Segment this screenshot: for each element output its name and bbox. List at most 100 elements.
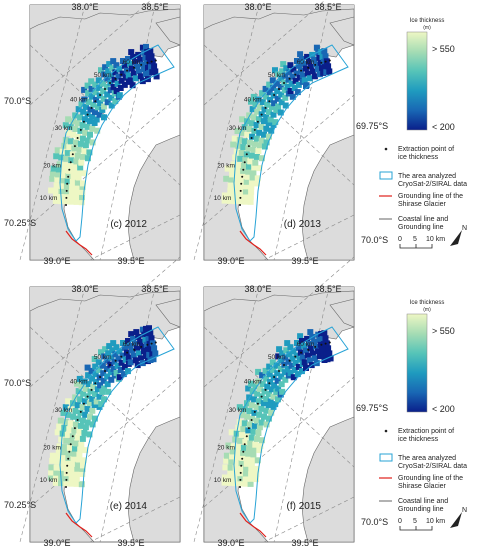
ice-cell [90, 383, 97, 390]
ice-cell [311, 56, 318, 63]
ice-cell [85, 381, 92, 388]
ice-cell [86, 400, 93, 407]
ice-cell [240, 426, 247, 433]
lon-label-bottom-left: 39.0°E [217, 256, 244, 266]
ice-cell [246, 112, 253, 119]
ice-cell [80, 462, 86, 469]
ice-cell [277, 83, 284, 90]
ice-cell [50, 165, 57, 172]
legend-grounding-line1: Grounding line of the [398, 193, 463, 200]
ice-cell [249, 388, 256, 395]
ice-cell [152, 68, 159, 75]
ice-cell [59, 177, 66, 184]
ice-cell [258, 405, 265, 412]
ice-cell [269, 77, 276, 84]
panel-label: (d) 2013 [284, 219, 322, 230]
ice-cell [77, 140, 84, 147]
ice-cell [95, 359, 102, 366]
scale-label-10: 10 km [426, 236, 445, 243]
ice-cell [322, 335, 329, 342]
ice-cell [55, 453, 62, 460]
ice-cell [242, 157, 249, 164]
ice-cell [96, 366, 103, 373]
ice-cell [89, 421, 96, 428]
ice-cell [82, 424, 89, 431]
distance-label: 10 km [214, 195, 232, 202]
ice-cell [101, 114, 107, 121]
ice-cell [72, 408, 79, 414]
land-northeast [155, 298, 181, 328]
ice-cell [66, 449, 73, 456]
ice-cell [306, 340, 313, 347]
ice-cell [316, 353, 323, 360]
extraction-point [314, 345, 317, 348]
ice-cell [95, 77, 102, 84]
ice-cell [73, 440, 80, 447]
ice-cell [236, 404, 243, 411]
ice-cell [115, 73, 122, 80]
ice-cell [259, 90, 266, 97]
ice-cell [132, 58, 139, 65]
ice-cell [82, 447, 89, 454]
ice-cell [265, 133, 272, 140]
ice-cell [101, 103, 108, 110]
ice-cell [64, 178, 71, 185]
ice-cell [149, 58, 156, 65]
ice-cell [278, 91, 285, 98]
ice-cell [68, 480, 75, 487]
distance-label: 50 km [268, 354, 286, 361]
ice-cell [247, 158, 254, 165]
ice-cell [303, 365, 309, 371]
ice-cell [61, 167, 67, 174]
ice-cell [318, 331, 325, 337]
ice-cell [316, 54, 323, 61]
ice-cell [80, 108, 87, 115]
ice-cell [110, 340, 117, 347]
ice-cell [256, 142, 263, 149]
graticule-line [203, 326, 355, 468]
ice-cell [250, 93, 257, 100]
ice-cell [76, 146, 83, 153]
ice-cell [71, 145, 78, 152]
ice-cell [308, 345, 314, 352]
ice-cell [110, 365, 117, 372]
ice-cell [295, 81, 302, 88]
ice-cell [105, 388, 112, 395]
extraction-point [253, 410, 256, 413]
legend-grounding: Grounding line of the Shirase Glacier [398, 193, 465, 208]
ice-cell [284, 365, 291, 372]
extraction-point [241, 457, 244, 460]
ice-cell [246, 139, 253, 146]
extraction-point [253, 128, 256, 131]
ice-cell [251, 422, 258, 429]
extraction-point [288, 77, 291, 80]
extraction-point [324, 342, 327, 345]
ice-cell [273, 106, 280, 113]
extraction-point [239, 486, 241, 488]
ice-cell [73, 158, 80, 165]
extraction-point [154, 59, 157, 62]
ice-cell [114, 362, 121, 369]
ice-cell [74, 402, 81, 409]
ice-cell [278, 381, 285, 388]
ice-cell [82, 142, 89, 149]
ice-cell [99, 106, 106, 113]
extraction-point [90, 106, 93, 109]
ice-cell [320, 341, 327, 348]
ice-cell [232, 464, 239, 471]
ice-cell [89, 375, 96, 382]
extraction-point [256, 402, 259, 405]
ice-cell [118, 77, 125, 84]
ice-cell [99, 80, 106, 87]
ice-cell [92, 363, 99, 370]
distance-label: 50 km [268, 72, 286, 79]
graticule-line [29, 44, 181, 186]
lat-label-left-upper: 70.0°S [4, 96, 31, 106]
ice-cell [128, 331, 135, 338]
ice-cell [248, 179, 255, 186]
extraction-point [133, 348, 136, 351]
extraction-point [114, 359, 117, 362]
ice-cell [236, 418, 243, 425]
land-north [204, 5, 354, 29]
ice-cell [142, 54, 149, 61]
